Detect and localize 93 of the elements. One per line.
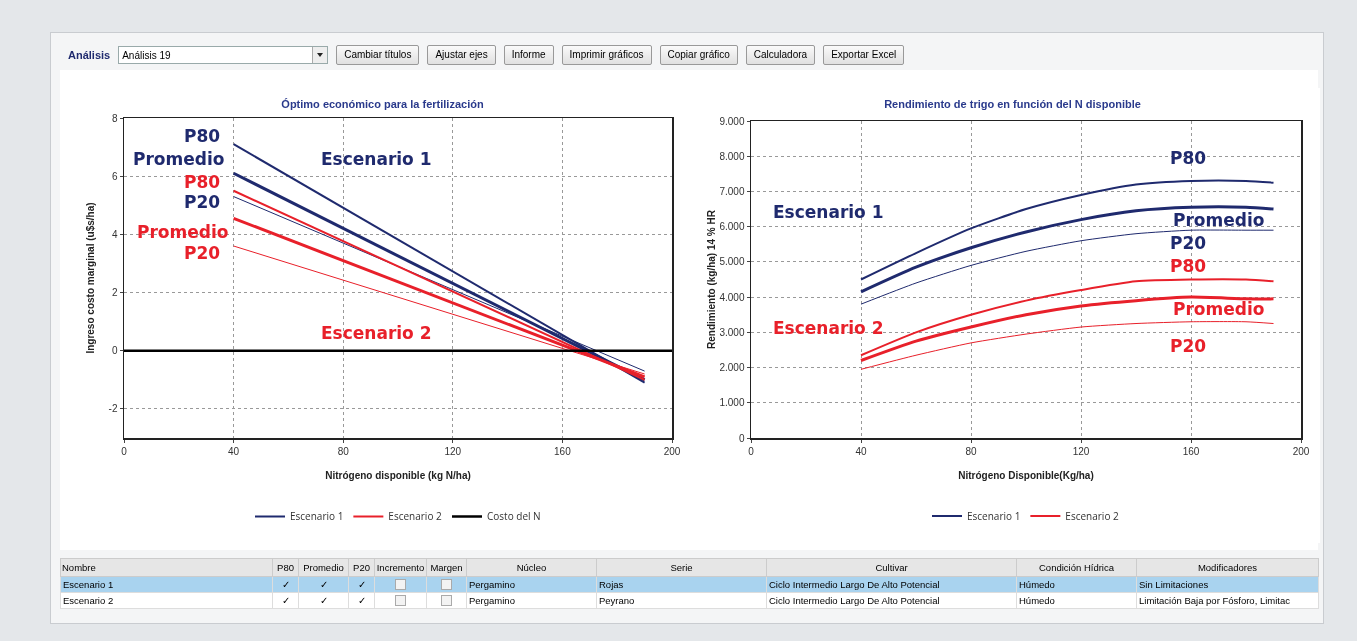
text: Exportar Excel [823, 45, 905, 65]
x-axis-title: Nitrógeno Disponible(Kg/ha) [958, 469, 1094, 481]
category-label: Condición Hídrica [1016, 558, 1137, 577]
text: Húmedo [1019, 595, 1055, 606]
y-tick-label: 3.000 [719, 326, 745, 338]
x-tick-label: 40 [855, 445, 867, 457]
text: Rojas [599, 579, 624, 590]
x-tick-label: 0 [748, 445, 755, 457]
category-label: Margen [426, 558, 467, 577]
legend-label: Costo del N [487, 509, 541, 524]
x-tick-label: 0 [121, 445, 128, 457]
x-tick-label: 160 [1182, 445, 1200, 457]
y-tick-label: 9.000 [719, 115, 745, 127]
annotation: Promedio [1173, 299, 1265, 319]
y-tick-label: 4 [111, 228, 118, 240]
annotation: P80 [184, 126, 221, 146]
legend-label: Escenario 2 [388, 509, 442, 524]
x-tick-label: 200 [1292, 445, 1310, 457]
text: Peyrano [599, 595, 635, 606]
text: Escenario 2 [63, 595, 114, 606]
annotation: P20 [184, 243, 221, 263]
category-label: Nombre [60, 558, 273, 577]
category-label: Modificadores [1136, 558, 1319, 577]
y-tick-label: 0 [111, 345, 118, 357]
x-tick-label: 120 [444, 445, 462, 457]
text: ✓ [319, 595, 328, 606]
text: Ciclo Intermedio Largo De Alto Potencial [769, 579, 940, 590]
text: Húmedo [1019, 579, 1055, 590]
annotation: P20 [1170, 336, 1207, 356]
text: Escenario 1 [63, 579, 114, 590]
legend-label: Escenario 1 [290, 509, 344, 524]
text: Cambiar títulos [336, 45, 420, 65]
y-tick-label: 6.000 [719, 221, 745, 233]
text: ✓ [319, 579, 328, 590]
annotation: P80 [1170, 148, 1207, 168]
text: Copiar gráfico [659, 45, 738, 65]
text: ✓ [281, 595, 290, 606]
annotation: P80 [184, 172, 221, 192]
y-tick-label: 0 [738, 432, 745, 444]
category-label: Serie [596, 558, 767, 577]
y-tick-label: 5.000 [719, 256, 745, 268]
x-tick-label: 120 [1072, 445, 1090, 457]
category-label: Promedio [298, 558, 349, 577]
category-label: P80 [272, 558, 299, 577]
text: Imprimir gráficos [561, 45, 652, 65]
y-axis-title: Rendimiento (kg/ha) 14 % HR [706, 209, 718, 349]
annotation: P20 [1170, 233, 1207, 253]
category-label: Núcleo [466, 558, 597, 577]
annotation: Promedio [133, 149, 225, 169]
text: Análisis [68, 49, 111, 61]
category-label: P20 [348, 558, 375, 577]
annotation: Escenario 2 [773, 318, 884, 338]
x-axis-title: Nitrógeno disponible (kg N/ha) [325, 469, 471, 481]
text: ✓ [281, 579, 290, 590]
annotation: P80 [1170, 256, 1207, 276]
text: Ciclo Intermedio Largo De Alto Potencial [769, 595, 940, 606]
y-tick-label: 1.000 [719, 397, 745, 409]
y-tick-label: 6 [111, 170, 118, 182]
text: Análisis 19 [122, 49, 171, 61]
y-tick-label: 8.000 [719, 150, 745, 162]
chart-title: Óptimo económico para la fertilización [281, 97, 484, 110]
annotation: Escenario 1 [773, 202, 884, 222]
text: Limitación Baja por Fósforo, Limitac [1139, 595, 1291, 606]
x-tick-label: 80 [965, 445, 977, 457]
annotation: Escenario 2 [321, 323, 432, 343]
annotation: Promedio [137, 222, 229, 242]
text: ✓ [357, 579, 366, 590]
text: Sin Limitaciones [1139, 579, 1209, 590]
x-tick-label: 160 [554, 445, 572, 457]
legend-label: Escenario 1 [967, 508, 1021, 523]
y-tick-label: 2.000 [719, 362, 745, 374]
y-tick-label: -2 [108, 403, 118, 415]
x-tick-label: 40 [228, 445, 240, 457]
annotation: Promedio [1173, 210, 1265, 230]
annotation: Escenario 1 [321, 149, 432, 169]
annotation: P20 [184, 192, 221, 212]
y-tick-label: 7.000 [719, 185, 745, 197]
text: Ajustar ejes [427, 45, 496, 65]
text: Pergamino [469, 595, 515, 606]
text: Calculadora [745, 45, 816, 65]
x-tick-label: 200 [663, 445, 681, 457]
x-tick-label: 80 [337, 445, 350, 457]
text: ✓ [357, 595, 366, 606]
legend-label: Escenario 2 [1065, 508, 1119, 523]
y-tick-label: 8 [111, 112, 118, 124]
chart-title: Rendimiento de trigo en función del N disponible [884, 97, 1141, 110]
y-tick-label: 2 [111, 287, 118, 299]
y-tick-label: 4.000 [719, 291, 745, 303]
category-label: Cultivar [766, 558, 1017, 577]
text: Informe [503, 45, 554, 65]
y-axis-title: Ingreso costo marginal (u$s/ha) [84, 202, 96, 354]
text: Pergamino [469, 579, 515, 590]
category-label: Incremento [374, 558, 427, 577]
